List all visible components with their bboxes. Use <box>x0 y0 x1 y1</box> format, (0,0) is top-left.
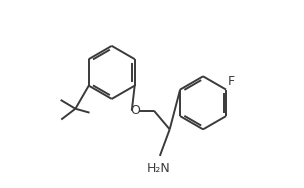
Text: H₂N: H₂N <box>147 162 171 175</box>
Text: O: O <box>130 104 140 117</box>
Text: F: F <box>228 75 235 88</box>
